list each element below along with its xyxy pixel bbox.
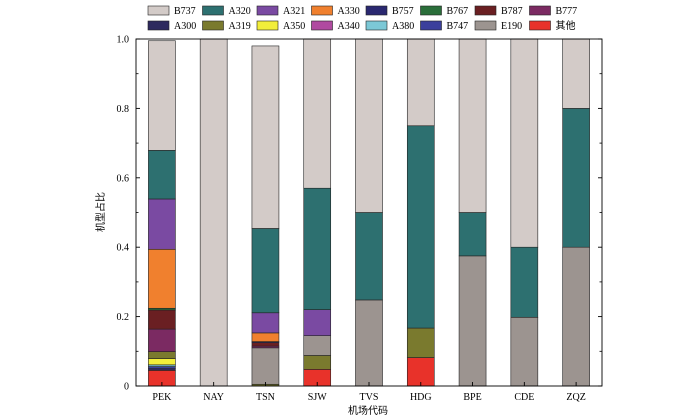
bar-segment-pek-b747 (148, 366, 176, 369)
bar-segment-hdg-a319 (406, 327, 435, 358)
bar-segment-bpe-e190 (458, 255, 487, 387)
bar-segment-pek-b737 (148, 40, 176, 151)
legend-label-a300: A300 (174, 21, 196, 32)
bar-segment-pek-a330 (148, 248, 176, 309)
x-tick-label-sjw: SJW (308, 392, 327, 403)
legend-label-b777: B777 (556, 6, 578, 17)
y-tick-label: 0.6 (117, 173, 130, 184)
legend-swatch-a380 (365, 20, 388, 31)
legend-swatch-a340 (311, 20, 333, 31)
x-tick-label-pek: PEK (152, 392, 172, 403)
bar-segment-pek-b777 (148, 328, 176, 352)
bar-segment-pek-b787 (148, 309, 176, 330)
bar-segment-pek-a350 (148, 358, 176, 366)
y-tick-label: 0.8 (117, 104, 130, 115)
x-tick-label-tvs: TVS (360, 392, 379, 403)
x-tick-label-nay: NAY (203, 392, 224, 403)
bar-segment-tsn-a320 (251, 228, 280, 314)
y-axis-title: 机型占比 (94, 192, 107, 232)
bar-segment-zqz-e190 (562, 246, 590, 387)
legend-label-b747: B747 (447, 21, 469, 32)
legend-swatch-b777 (529, 5, 551, 16)
x-tick-label-hdg: HDG (410, 392, 432, 403)
bar-segment-sjw-e190 (303, 335, 332, 356)
legend-swatch-a319 (202, 20, 224, 31)
bar-segment-cde-b737 (510, 38, 539, 248)
legend-label-b737: B737 (174, 6, 196, 17)
legend-swatch-other (529, 20, 551, 31)
legend-swatch-b757 (365, 5, 388, 16)
bar-segment-hdg-b737 (406, 38, 435, 127)
bar-segment-zqz-a320 (562, 108, 590, 248)
legend-label-b757: B757 (392, 6, 414, 17)
bar-segment-tsn-b737 (251, 45, 280, 229)
bar-segment-sjw-b737 (303, 38, 332, 189)
bar-segment-tvs-a320 (355, 212, 383, 301)
legend-swatch-a300 (147, 20, 170, 31)
bar-segment-tsn-b787 (251, 342, 280, 347)
y-tick-label: 1.0 (117, 35, 130, 46)
y-tick-label: 0.4 (117, 243, 130, 254)
bar-segment-tsn-a321 (251, 312, 280, 334)
bar-segment-tsn-a330 (251, 332, 280, 342)
legend-label-a340: A340 (338, 21, 360, 32)
x-tick-label-bpe: BPE (463, 392, 481, 403)
x-axis-title: 机场代码 (348, 404, 388, 417)
legend: B737 A320 A321 A330 B757 B767 B787 B777 A300 A319… (147, 5, 578, 32)
bar-segment-bpe-b737 (458, 38, 487, 213)
bars-group (148, 38, 590, 387)
bar-segment-pek-a321 (148, 198, 176, 250)
legend-swatch-a330 (311, 5, 333, 16)
bar-segment-cde-e190 (510, 316, 539, 387)
legend-swatch-a320 (202, 5, 224, 16)
bar-segment-sjw-a320 (303, 187, 332, 310)
x-tick-label-cde: CDE (514, 392, 534, 403)
legend-swatch-a321 (256, 5, 279, 16)
bar-segment-tsn-e190 (251, 347, 280, 385)
legend-swatch-b787 (474, 5, 497, 16)
legend-label-a320: A320 (229, 6, 251, 17)
bar-segment-cde-a320 (510, 246, 539, 318)
bar-segment-hdg-other (406, 357, 435, 387)
legend-swatch-b737 (147, 5, 170, 16)
axes-group: 0 0.2 0.4 0.6 0.8 1.0 PEK NAY TSN SJW TVS HDG BPE CDE… (117, 35, 603, 403)
x-tick-label-zqz: ZQZ (566, 392, 585, 403)
x-tick-label-tsn: TSN (256, 392, 275, 403)
legend-label-a350: A350 (283, 21, 305, 32)
legend-label-a380: A380 (392, 21, 414, 32)
legend-label-a319: A319 (229, 21, 251, 32)
bar-segment-tvs-b737 (355, 38, 383, 213)
legend-label-a321: A321 (283, 6, 305, 17)
legend-swatch-e190 (474, 20, 497, 31)
y-tick-label: 0.2 (117, 312, 130, 323)
bar-segment-nay-b737 (199, 38, 228, 387)
bar-segment-sjw-a319 (303, 355, 332, 370)
legend-label-b787: B787 (501, 6, 523, 17)
bar-segment-hdg-a320 (406, 125, 435, 329)
bar-segment-pek-a320 (148, 150, 176, 200)
legend-swatch-b767 (420, 5, 442, 16)
legend-label-e190: E190 (501, 21, 522, 32)
bar-segment-pek-a319 (148, 351, 176, 359)
legend-label-a330: A330 (338, 6, 360, 17)
legend-label-b767: B767 (447, 6, 469, 17)
legend-swatch-a350 (256, 20, 279, 31)
bar-segment-bpe-a320 (458, 212, 487, 257)
bar-segment-tvs-e190 (355, 299, 383, 387)
y-tick-label: 0 (124, 382, 129, 393)
bar-segment-zqz-b737 (562, 38, 590, 109)
bar-segment-sjw-a321 (303, 309, 332, 336)
legend-label-other: 其他 (556, 19, 576, 32)
legend-swatch-b747 (420, 20, 442, 31)
